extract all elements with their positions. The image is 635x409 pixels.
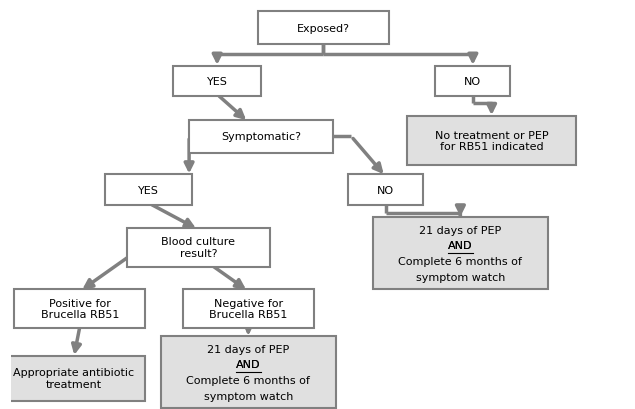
Text: Appropriate antibiotic
treatment: Appropriate antibiotic treatment bbox=[13, 368, 134, 389]
FancyBboxPatch shape bbox=[15, 290, 145, 328]
FancyBboxPatch shape bbox=[105, 175, 192, 205]
FancyBboxPatch shape bbox=[2, 356, 145, 401]
Text: Blood culture
result?: Blood culture result? bbox=[161, 237, 236, 258]
FancyBboxPatch shape bbox=[258, 12, 389, 45]
Text: YES: YES bbox=[207, 77, 227, 87]
Text: No treatment or PEP
for RB51 indicated: No treatment or PEP for RB51 indicated bbox=[435, 130, 549, 152]
Text: Exposed?: Exposed? bbox=[297, 24, 350, 34]
Text: Symptomatic?: Symptomatic? bbox=[221, 132, 301, 142]
Text: symptom watch: symptom watch bbox=[204, 391, 293, 401]
Text: AND: AND bbox=[448, 241, 472, 251]
Text: Positive for
Brucella RB51: Positive for Brucella RB51 bbox=[41, 298, 119, 319]
FancyBboxPatch shape bbox=[373, 218, 548, 290]
FancyBboxPatch shape bbox=[436, 66, 511, 97]
Text: Negative for
Brucella RB51: Negative for Brucella RB51 bbox=[209, 298, 288, 319]
Text: Complete 6 months of: Complete 6 months of bbox=[398, 256, 523, 266]
Text: AND: AND bbox=[236, 360, 260, 369]
FancyBboxPatch shape bbox=[173, 66, 261, 97]
Text: AND: AND bbox=[448, 241, 472, 251]
Text: NO: NO bbox=[377, 185, 394, 195]
FancyBboxPatch shape bbox=[189, 121, 333, 153]
FancyBboxPatch shape bbox=[161, 336, 336, 408]
Text: NO: NO bbox=[464, 77, 481, 87]
FancyBboxPatch shape bbox=[127, 228, 270, 267]
Text: symptom watch: symptom watch bbox=[416, 272, 505, 282]
Text: 21 days of PEP: 21 days of PEP bbox=[207, 344, 290, 354]
Text: YES: YES bbox=[138, 185, 159, 195]
FancyBboxPatch shape bbox=[348, 175, 423, 205]
FancyBboxPatch shape bbox=[183, 290, 314, 328]
FancyBboxPatch shape bbox=[408, 117, 576, 166]
Text: AND: AND bbox=[236, 360, 260, 369]
Text: 21 days of PEP: 21 days of PEP bbox=[419, 225, 502, 235]
Text: Complete 6 months of: Complete 6 months of bbox=[187, 375, 311, 385]
